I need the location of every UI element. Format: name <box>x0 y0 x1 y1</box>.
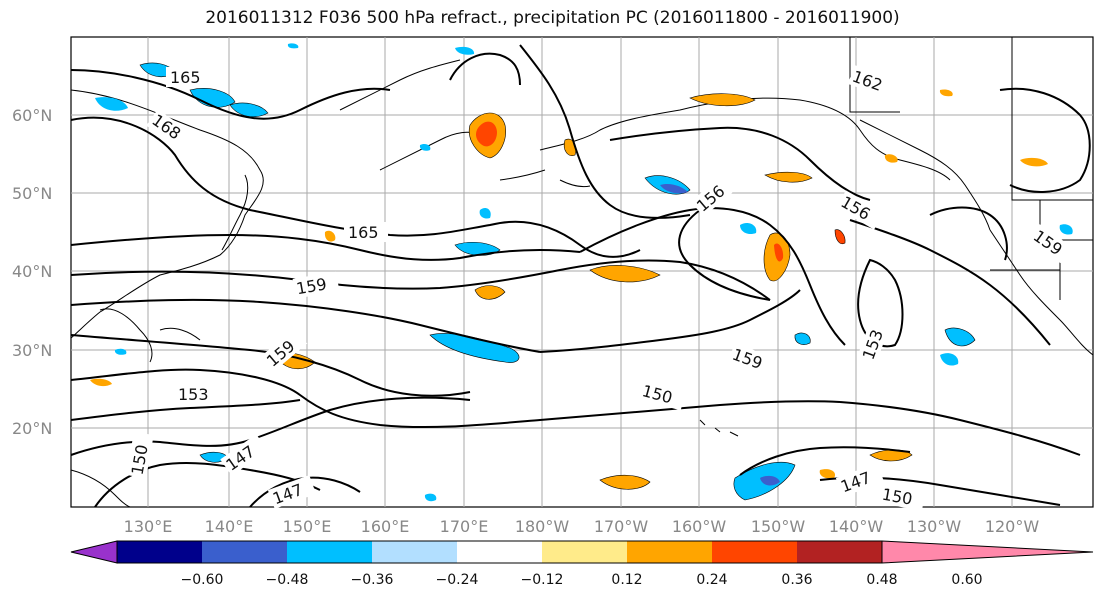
lon-label: 160°W <box>672 517 727 536</box>
lon-label: 140°W <box>829 517 884 536</box>
colorbar-left-arrow <box>70 540 118 564</box>
lon-label: 170°W <box>594 517 649 536</box>
colorbar-tick-label: 0.48 <box>866 572 897 588</box>
colorbar-tick-label: 0.12 <box>611 572 642 588</box>
colorbar-tick-label: 0.60 <box>951 572 982 588</box>
colorbar-tick-label: −0.12 <box>521 572 564 588</box>
colorbar: −0.60 −0.48 −0.36 −0.24 −0.12 0.12 0.24 … <box>70 540 1094 588</box>
colorbar-right-arrow <box>881 540 1094 564</box>
colorbar-tick-label: −0.48 <box>266 572 309 588</box>
lon-label: 170°E <box>440 517 489 536</box>
colorbar-segment <box>627 541 712 563</box>
lon-label: 180°W <box>515 517 570 536</box>
precip-shading <box>90 43 1073 502</box>
lon-label: 130°E <box>124 517 173 536</box>
lon-label: 120°W <box>985 517 1040 536</box>
lon-label: 160°E <box>361 517 410 536</box>
contour-label: 165 <box>348 223 379 242</box>
lon-label: 150°W <box>751 517 806 536</box>
colorbar-segment <box>457 541 542 563</box>
colorbar-tick-label: −0.60 <box>181 572 224 588</box>
colorbar-segment <box>797 541 882 563</box>
colorbar-segment <box>287 541 372 563</box>
colorbar-segment <box>712 541 797 563</box>
lat-label: 60°N <box>12 106 52 125</box>
lon-label: 140°E <box>205 517 254 536</box>
colorbar-segment <box>202 541 287 563</box>
map-panel: 165 168 162 165 156 156 159 159 159 153 … <box>12 36 1094 536</box>
colorbar-segment <box>372 541 457 563</box>
lat-label: 50°N <box>12 184 52 203</box>
lon-label: 150°E <box>283 517 332 536</box>
map-title: 2016011312 F036 500 hPa refract., precip… <box>205 8 900 28</box>
colorbar-tick-label: 0.36 <box>781 572 812 588</box>
lat-label: 20°N <box>12 419 52 438</box>
colorbar-tick-label: −0.24 <box>436 572 479 588</box>
colorbar-tick-label: −0.36 <box>351 572 394 588</box>
colorbar-segment <box>542 541 627 563</box>
contour-label: 153 <box>178 385 209 404</box>
gridlines <box>71 37 1093 507</box>
lat-label: 40°N <box>12 262 52 281</box>
colorbar-outline <box>116 540 883 564</box>
lat-label: 30°N <box>12 341 52 360</box>
colorbar-segment <box>117 541 202 563</box>
colorbar-tick-label: 0.24 <box>696 572 727 588</box>
boundaries <box>849 37 1093 300</box>
contour-label: 165 <box>170 68 201 87</box>
lon-label: 130°W <box>907 517 962 536</box>
